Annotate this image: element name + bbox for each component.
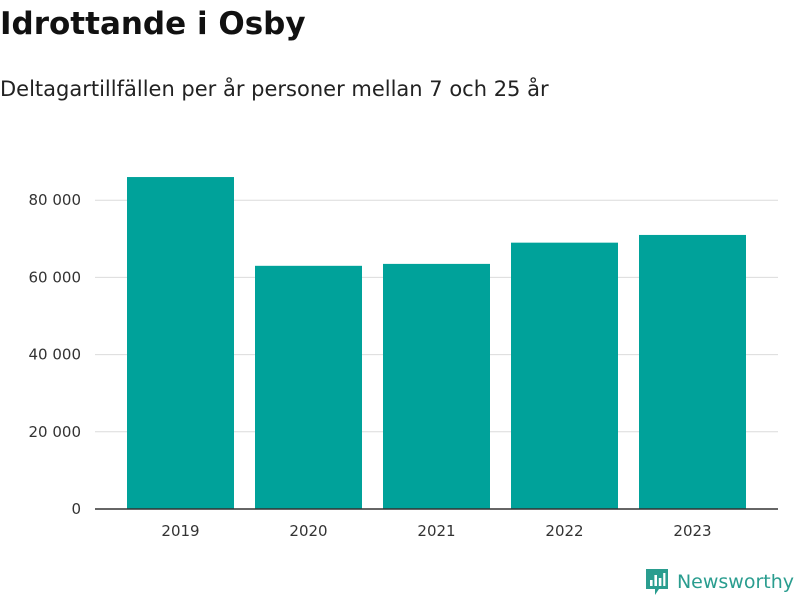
brand-name: Newsworthy (676, 571, 794, 593)
bar (639, 234, 746, 509)
y-tick-label: 40 000 (29, 346, 82, 364)
x-tick-label: 2023 (673, 522, 711, 540)
x-tick-label: 2019 (161, 522, 199, 540)
bar (511, 242, 618, 509)
x-tick-label: 2021 (417, 522, 455, 540)
y-tick-label: 0 (71, 500, 81, 518)
bar (383, 263, 490, 509)
brand-logo: Newsworthy (644, 566, 794, 598)
chart-title: Idrottande i Osby (0, 6, 306, 42)
y-tick-label: 20 000 (29, 423, 82, 441)
chart-subtitle: Deltagartillfällen per år personer mella… (0, 77, 549, 101)
bars (127, 177, 746, 510)
bar (127, 177, 234, 510)
x-tick-label: 2020 (289, 522, 327, 540)
newsworthy-logo-icon (645, 569, 668, 595)
y-axis-ticks: 0 20 000 40 000 60 000 80 000 (29, 191, 82, 518)
x-axis-ticks: 2019 2020 2021 2022 2023 (161, 522, 711, 540)
bar (255, 265, 362, 509)
y-tick-label: 80 000 (29, 191, 82, 209)
x-tick-label: 2022 (545, 522, 583, 540)
y-tick-label: 60 000 (29, 268, 82, 286)
